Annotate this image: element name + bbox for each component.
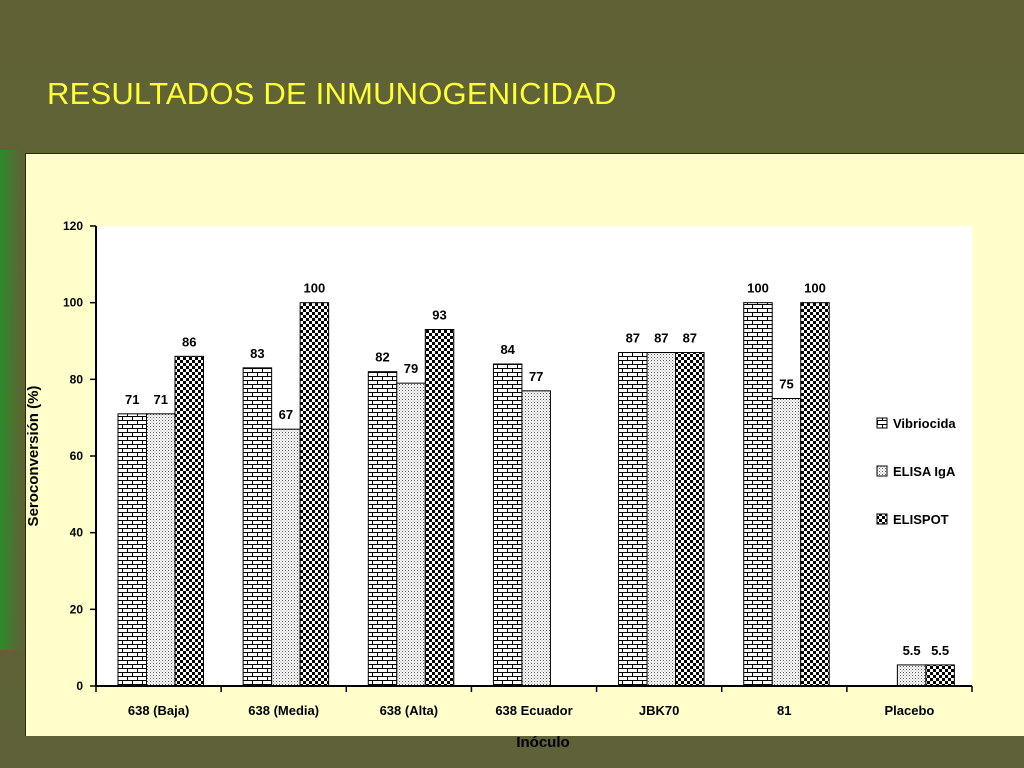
data-label: 5.5 [903,643,921,658]
x-tick-label: 638 (Baja) [128,703,189,718]
legend-label: ELISPOT [893,512,949,527]
legend-label: ELISA IgA [893,464,956,479]
y-tick-label: 20 [70,602,84,616]
data-label: 87 [683,331,697,346]
bar-elispot [800,302,830,687]
x-tick-label: JBK70 [639,703,679,718]
y-tick-label: 100 [63,296,83,310]
bar-elispot [675,352,705,687]
y-tick-label: 80 [70,372,84,386]
y-axis-label: Seroconversión (%) [25,386,42,527]
data-label: 84 [500,342,515,357]
bar-elispot [174,355,204,687]
bar-elisa-iga [771,398,802,687]
data-label: 83 [250,346,264,361]
bar-elisa-iga [646,352,677,687]
data-label: 100 [804,281,826,296]
data-label: 82 [375,350,389,365]
bar-vibriocida [117,413,147,687]
y-tick-label: 0 [76,679,83,693]
y-tick-label: 60 [70,449,84,463]
data-label: 100 [747,281,769,296]
y-tick-label: 120 [63,219,83,233]
x-axis-label: Inóculo [516,734,569,751]
data-label: 86 [182,334,196,349]
data-label: 87 [654,331,668,346]
bar-elisa-iga [271,428,301,687]
x-tick-label: 638 Ecuador [495,703,572,718]
bar-vibriocida [242,367,273,687]
x-tick-label: Placebo [884,703,934,718]
y-tick-label: 40 [70,526,84,540]
data-label: 67 [279,407,293,422]
data-label: 93 [432,308,446,323]
bar-elispot [925,664,955,687]
x-tick-label: 638 (Alta) [380,703,439,718]
bar-vibriocida [743,302,773,687]
legend-swatch [876,417,888,429]
legend-label: Vibriocida [893,416,956,431]
x-tick-label: 638 (Media) [248,703,319,718]
x-tick-label: 81 [777,703,791,718]
data-label: 71 [154,392,168,407]
data-label: 5.5 [931,643,949,658]
data-label: 87 [626,331,640,346]
bar-elispot [299,302,330,687]
legend-swatch [876,513,888,525]
bar-elisa-iga [521,390,551,687]
bar-elisa-iga [896,664,927,687]
bar-elisa-iga [146,413,176,687]
data-label: 77 [529,369,543,384]
data-label: 75 [779,377,793,392]
slide-title: RESULTADOS DE INMUNOGENICIDAD [47,76,617,111]
bar-vibriocida [492,363,523,687]
bar-elispot [424,329,455,687]
data-label: 100 [304,281,326,296]
bar-elisa-iga [396,382,426,687]
data-label: 71 [125,392,139,407]
data-label: 79 [404,361,418,376]
bar-vibriocida [618,352,648,687]
legend-swatch [876,465,888,477]
left-edge-glow [0,150,22,650]
bar-vibriocida [367,371,398,687]
